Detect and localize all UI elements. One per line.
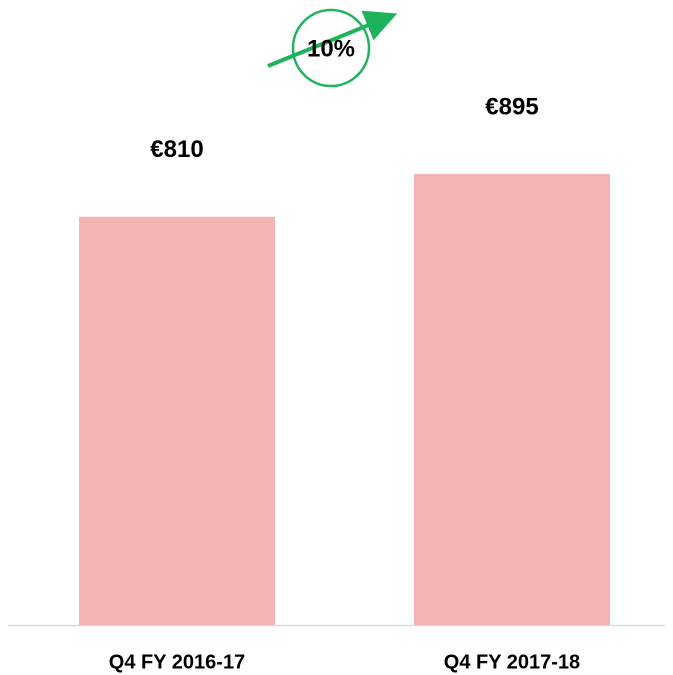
growth-label: 10% — [307, 35, 355, 62]
x-tick-label: Q4 FY 2016-17 — [109, 651, 245, 673]
bar — [414, 173, 610, 626]
value-label: €895 — [485, 93, 538, 120]
growth-arrow — [267, 10, 398, 68]
value-label: €810 — [150, 136, 203, 163]
x-tick-label: Q4 FY 2017-18 — [444, 651, 580, 673]
bar — [79, 216, 275, 625]
growth-circle — [291, 8, 371, 88]
growth-annotation: 10% — [267, 8, 398, 88]
